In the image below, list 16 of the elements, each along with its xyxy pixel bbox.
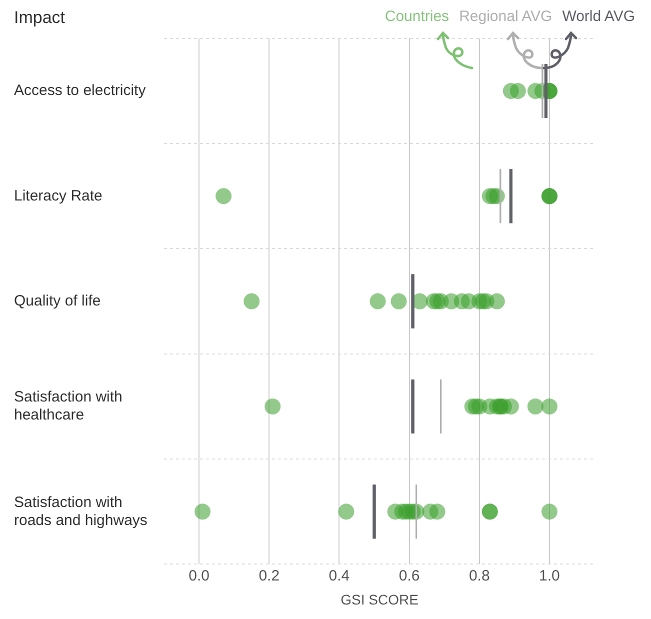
- x-tick-label: 0.8: [468, 567, 490, 584]
- y-tick-label: Access to electricity: [14, 82, 146, 100]
- x-axis-title: GSI SCORE: [340, 591, 418, 608]
- x-tick-label: 0.6: [398, 567, 420, 584]
- text: Regional AVG: [459, 8, 552, 25]
- y-tick-label: Satisfaction with healthcare: [14, 388, 122, 424]
- text: Countries: [384, 8, 450, 25]
- chart-title: Impact: [14, 8, 66, 27]
- y-tick-label: Satisfaction with roads and highways: [14, 494, 148, 529]
- x-tick-label: 0.0: [188, 567, 210, 584]
- y-tick-label: Quality of life: [14, 292, 101, 310]
- x-tick-label: 1.0: [539, 567, 560, 584]
- y-tick-label: Literacy Rate: [14, 187, 102, 204]
- x-tick-label: 0.4: [328, 567, 350, 584]
- text: World AVG: [562, 8, 635, 25]
- x-tick-label: 0.2: [258, 567, 280, 584]
